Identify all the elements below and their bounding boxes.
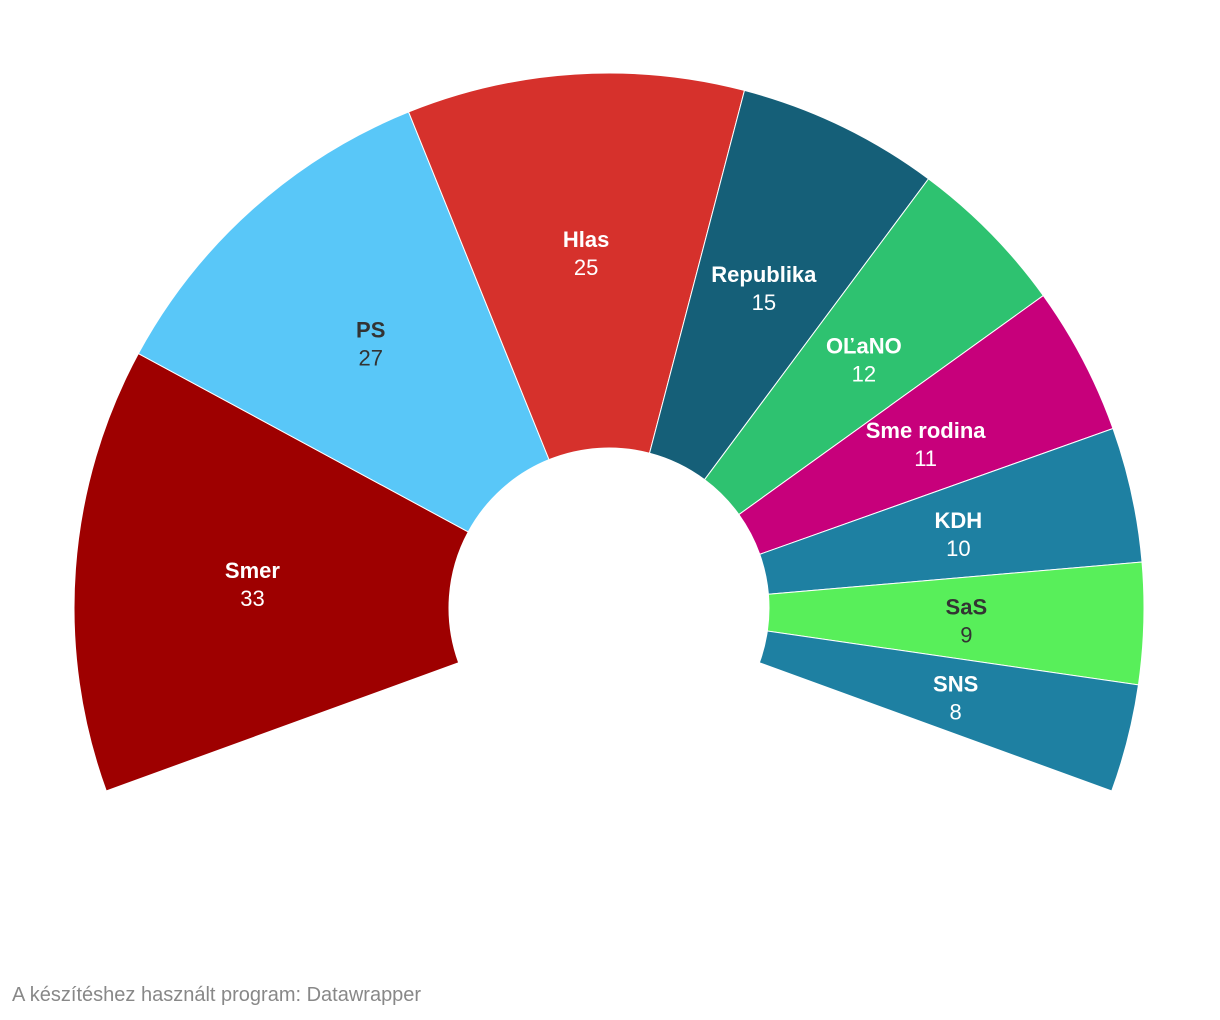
segment-label-name: Smer: [225, 558, 280, 583]
segment-label-value: 27: [358, 345, 382, 370]
segment-republika: [648, 89, 930, 481]
segment-label-name: OĽaNO: [826, 333, 902, 358]
segment-label-value: 11: [914, 446, 937, 471]
segment-label-value: 9: [960, 622, 972, 647]
segment-labels: Smer 33 PS 27 Hlas 25 Republika 15 OĽaNO 12 Sme ro…: [225, 227, 987, 724]
segment-label-name: Republika: [711, 262, 817, 287]
credit-text: A készítéshez használt program: Datawrap…: [12, 984, 422, 1006]
segment-hlas: [407, 72, 746, 461]
segment-label-value: 15: [752, 290, 776, 315]
segment-label-value: 10: [946, 536, 970, 561]
segment-label-name: Hlas: [563, 227, 609, 252]
segment-smer: [73, 352, 469, 792]
segment-label-value: 12: [852, 361, 876, 386]
segment-label-value: 8: [950, 699, 962, 724]
segment-label-value: 33: [240, 586, 264, 611]
parliament-chart: Smer 33 PS 27 Hlas 25 Republika 15 OĽaNO 12 Sme ro…: [73, 72, 1145, 792]
segment-sns: [758, 630, 1140, 792]
segment-label-name: Sme rodina: [866, 418, 987, 443]
segment-label-name: PS: [356, 317, 385, 342]
seat-segments: [73, 72, 1145, 792]
segment-label-name: SNS: [933, 671, 978, 696]
segment-label-value: 25: [574, 255, 598, 280]
segment-ps: [137, 111, 550, 533]
segment-label-name: SaS: [946, 594, 988, 619]
segment-label-name: KDH: [935, 508, 983, 533]
